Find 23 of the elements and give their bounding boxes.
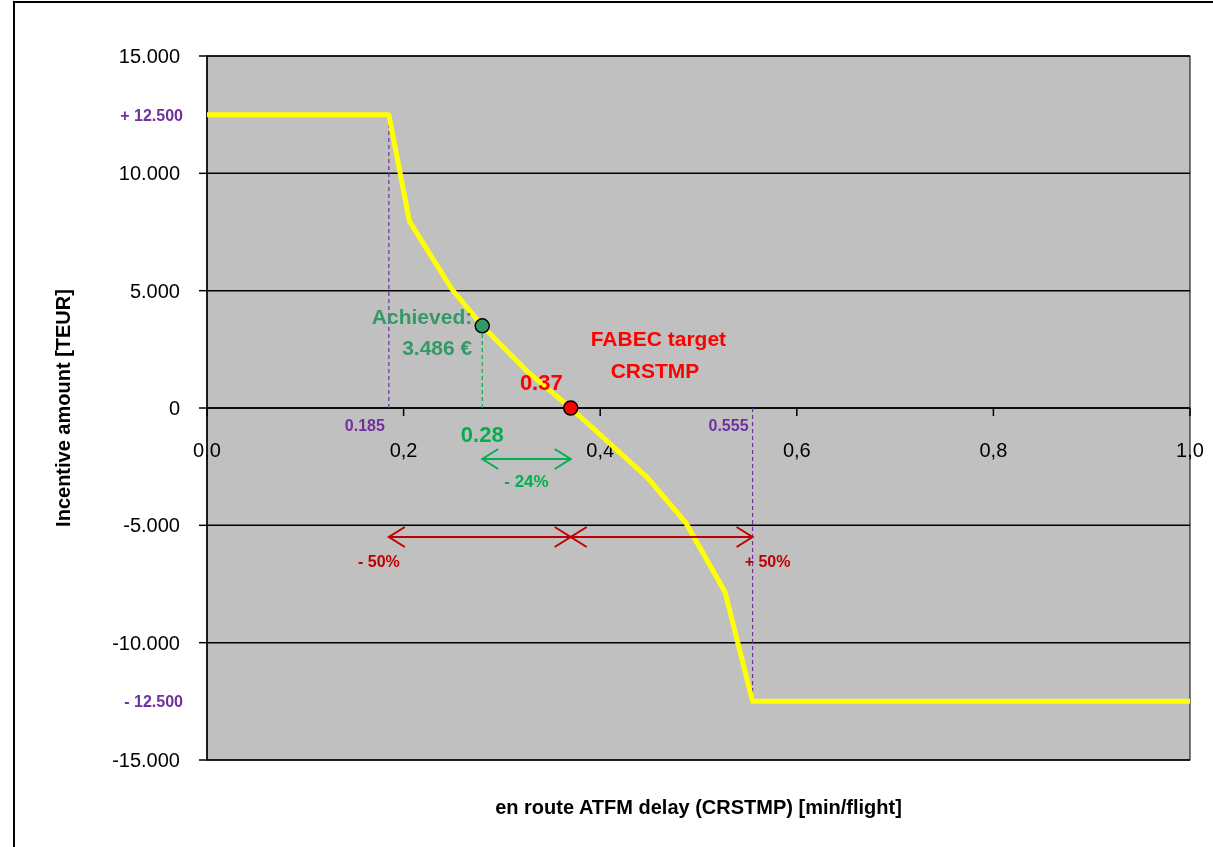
annotation: FABEC target CRSTMP xyxy=(590,327,727,382)
annotation: - 50% xyxy=(357,553,400,570)
y-tick-label: 10.000 xyxy=(118,162,180,185)
text: - 12.500 xyxy=(124,693,184,711)
x-tick-label: 0,6 xyxy=(782,439,811,461)
y-tick-label: -10.000 xyxy=(112,631,180,654)
annotation: Achieved: 3.486 € xyxy=(371,304,473,360)
ref-line-label: 0.555 xyxy=(708,417,749,434)
annotation: - 24% xyxy=(504,472,549,491)
x-tick-label: 0,2 xyxy=(389,439,418,461)
ref-line-label: 0.28 xyxy=(460,422,504,447)
text: + 12.500 xyxy=(120,106,184,124)
x-tick-label: 0,8 xyxy=(979,439,1008,461)
y-axis-title: Incentive amount [TEUR] xyxy=(52,289,74,527)
y-tick-label: 5.000 xyxy=(129,279,180,302)
x-axis-title: en route ATFM delay (CRSTMP) [min/flight] xyxy=(495,796,902,818)
annotation: + 50% xyxy=(744,553,791,570)
y-tick-label: 15.000 xyxy=(118,45,180,67)
y-tick-label: -15.000 xyxy=(112,749,180,771)
x-tick-label: 1,0 xyxy=(1176,439,1204,461)
y-tick-label: -5.000 xyxy=(123,514,180,537)
ref-line-label: 0.185 xyxy=(344,417,385,434)
y-tick-label: 0 xyxy=(168,397,180,419)
